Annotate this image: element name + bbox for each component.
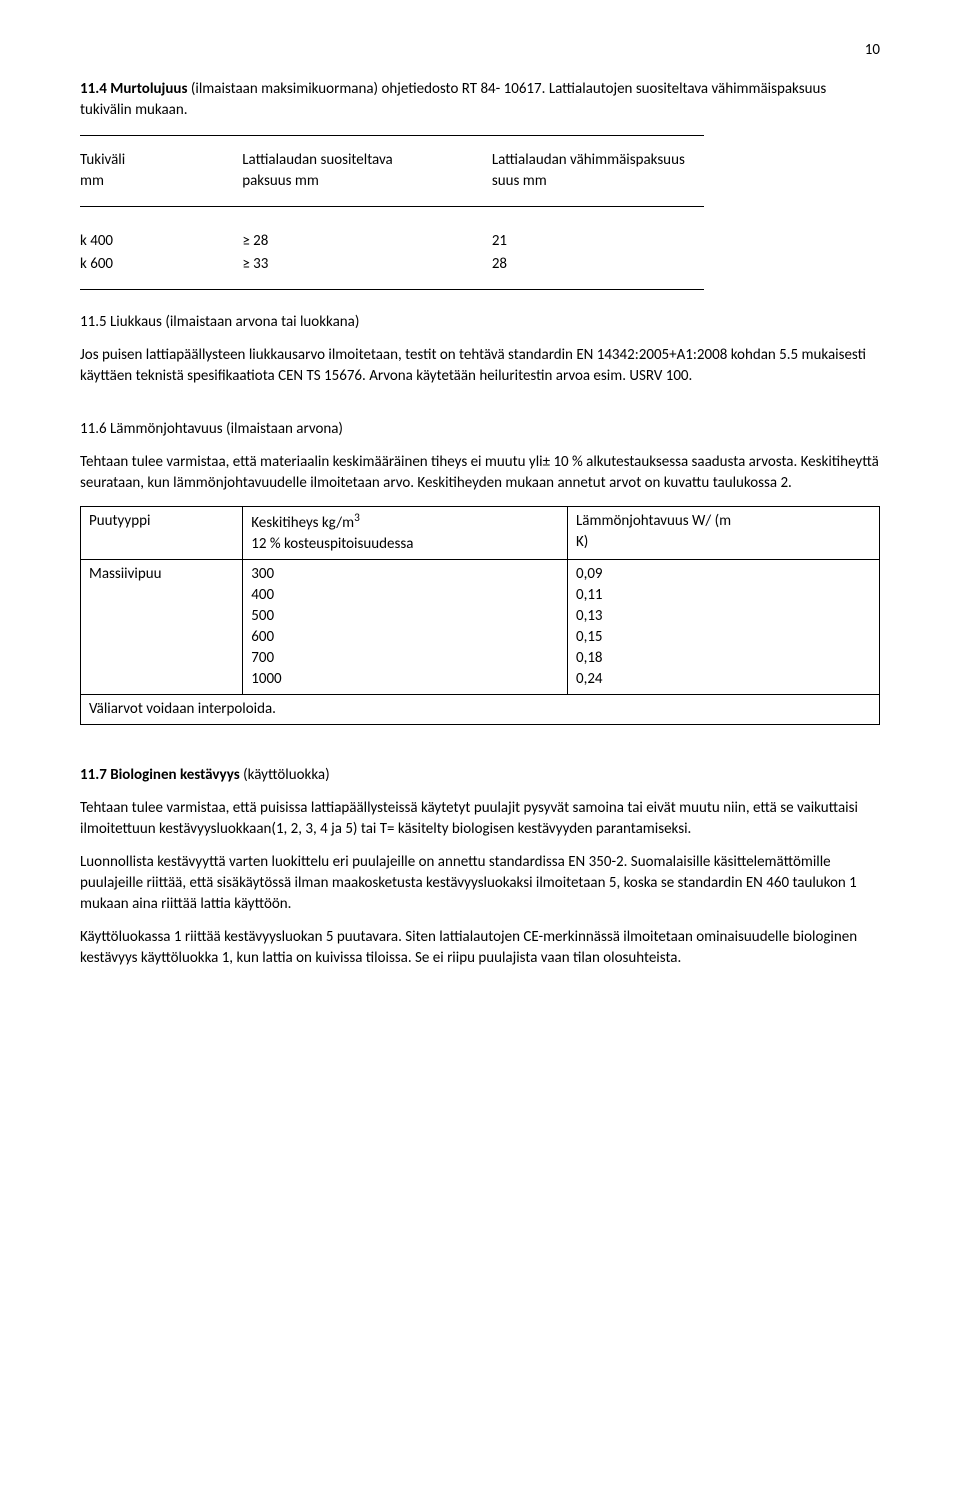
support-table-row-2: k 600 ≥ 33 28	[80, 254, 704, 275]
cond-1: 0,11	[576, 585, 871, 606]
col2-line2: paksuus mm	[242, 171, 492, 192]
th-density-a: Keskitiheys kg/m	[251, 514, 354, 532]
th-conductivity: Lämmönjohtavuus W/ (m K)	[567, 507, 879, 560]
support-table-header: Tukiväli mm Lattialaudan suositeltava pa…	[80, 150, 704, 192]
td-density: 300 400 500 600 700 1000	[243, 560, 568, 695]
td-cond: 0,09 0,11 0,13 0,15 0,18 0,24	[567, 560, 879, 695]
th-density-b: 12 % kosteuspitoisuudessa	[251, 535, 413, 553]
td-type: Massiivipuu	[81, 560, 243, 695]
col1-header: Tukiväli mm	[80, 150, 242, 192]
th-density-sup: 3	[354, 511, 360, 525]
section-11-7-p1: Tehtaan tulee varmistaa, että puisissa l…	[80, 798, 880, 840]
section-11-4-rest: (ilmaistaan maksimikuormana) ohjetiedost…	[80, 80, 826, 119]
section-11-6-p1: Tehtaan tulee varmistaa, että materiaali…	[80, 452, 880, 494]
col3-header: Lattialaudan vähimmäispaksuus suus mm	[492, 150, 704, 192]
row2-c3: 28	[492, 254, 704, 275]
section-11-7-p2: Luonnollista kestävyyttä varten luokitte…	[80, 852, 880, 915]
row2-c2: ≥ 33	[242, 254, 492, 275]
section-11-7-p3: Käyttöluokassa 1 riittää kestävyysluokan…	[80, 927, 880, 969]
col1-line1: Tukiväli	[80, 150, 242, 171]
cond-3: 0,15	[576, 627, 871, 648]
dens-4: 700	[251, 648, 559, 669]
conductivity-table: Puutyyppi Keskitiheys kg/m3 12 % kosteus…	[80, 506, 880, 725]
table-row: Massiivipuu 300 400 500 600 700 1000 0,0…	[81, 560, 880, 695]
dens-2: 500	[251, 606, 559, 627]
th-density: Keskitiheys kg/m3 12 % kosteuspitoisuude…	[243, 507, 568, 560]
th-cond-b: K)	[576, 533, 588, 551]
dens-0: 300	[251, 564, 559, 585]
section-11-6-head: 11.6 Lämmönjohtavuus (ilmaistaan arvona)	[80, 419, 880, 440]
table-rule-top	[80, 135, 704, 136]
row1-c2: ≥ 28	[242, 231, 492, 252]
dens-5: 1000	[251, 669, 559, 690]
section-11-4-head: 11.4 Murtolujuus (ilmaistaan maksimikuor…	[80, 79, 880, 121]
th-type: Puutyyppi	[81, 507, 243, 560]
table-row: Väliarvot voidaan interpoloida.	[81, 695, 880, 725]
td-footer: Väliarvot voidaan interpoloida.	[81, 695, 880, 725]
col3-line2: suus mm	[492, 171, 704, 192]
col3-line1: Lattialaudan vähimmäispaksuus	[492, 150, 704, 171]
dens-1: 400	[251, 585, 559, 606]
cond-4: 0,18	[576, 648, 871, 669]
table-rule-bottom	[80, 289, 704, 290]
section-11-7-head: 11.7 Biologinen kestävyys (käyttöluokka)	[80, 765, 880, 786]
section-11-7-title: 11.7 Biologinen kestävyys	[80, 766, 240, 784]
section-11-5-head: 11.5 Liukkaus (ilmaistaan arvona tai luo…	[80, 312, 880, 333]
col2-line1: Lattialaudan suositeltava	[242, 150, 492, 171]
section-11-4-title: 11.4 Murtolujuus	[80, 80, 187, 98]
table-row: Puutyyppi Keskitiheys kg/m3 12 % kosteus…	[81, 507, 880, 560]
page-number: 10	[80, 40, 880, 61]
section-11-5-p1: Jos puisen lattiapäällysteen liukkausarv…	[80, 345, 880, 387]
support-table-row-1: k 400 ≥ 28 21	[80, 231, 704, 252]
cond-5: 0,24	[576, 669, 871, 690]
col1-line2: mm	[80, 171, 242, 192]
th-cond-a: Lämmönjohtavuus W/ (m	[576, 512, 731, 530]
dens-3: 600	[251, 627, 559, 648]
row1-c3: 21	[492, 231, 704, 252]
col2-header: Lattialaudan suositeltava paksuus mm	[242, 150, 492, 192]
cond-0: 0,09	[576, 564, 871, 585]
row1-c1: k 400	[80, 231, 242, 252]
section-11-7-rest: (käyttöluokka)	[240, 766, 330, 784]
table-rule-mid	[80, 206, 704, 207]
cond-2: 0,13	[576, 606, 871, 627]
row2-c1: k 600	[80, 254, 242, 275]
